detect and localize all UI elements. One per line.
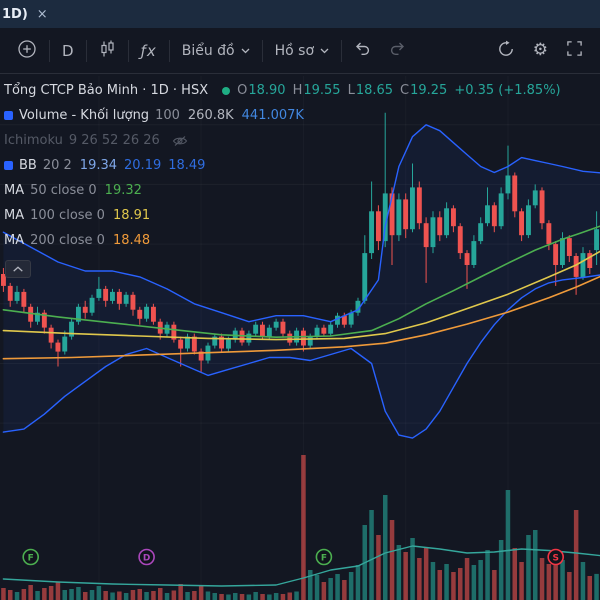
- bb-swatch-icon: [4, 161, 13, 170]
- symbol-legend-row[interactable]: Tổng CTCP Bảo Minh · 1D · HSX O 18.90 H …: [4, 78, 561, 103]
- bb-lower-value: 18.49: [168, 158, 205, 173]
- chevron-down-icon: [241, 48, 250, 54]
- toolbar-divider: [169, 40, 170, 62]
- chevron-up-icon: [12, 265, 24, 273]
- chart-toolbar: D ƒx Biểu đồ Hồ sơ: [0, 28, 600, 74]
- redo-icon: [389, 41, 406, 60]
- undo-icon: [354, 41, 371, 60]
- legend-row-volume[interactable]: Volume - Khối lượng 100 260.8K 441.007K: [4, 103, 561, 128]
- symbol-title[interactable]: Tổng CTCP Bảo Minh · 1D · HSX: [4, 83, 208, 98]
- ichimoku-params: 9 26 52 26 26: [69, 133, 160, 148]
- interval-button[interactable]: D: [53, 35, 83, 67]
- volume-param: 100: [155, 108, 180, 123]
- chevron-down-icon: [320, 48, 329, 54]
- change-value: +0.35 (+1.85%): [454, 83, 560, 98]
- redo-button[interactable]: [380, 35, 415, 67]
- svg-text:S: S: [552, 554, 558, 564]
- close-label: C: [400, 83, 409, 98]
- candlestick-icon: [99, 40, 116, 62]
- toolbar-divider: [86, 40, 87, 62]
- toolbar-divider: [49, 40, 50, 62]
- ma50-value: 19.32: [105, 183, 142, 198]
- legend-row-ichimoku[interactable]: Ichimoku 9 26 52 26 26: [4, 128, 561, 153]
- legend-row-ma100[interactable]: MA 100 close 0 18.91: [4, 203, 561, 228]
- low-label: L: [348, 83, 355, 98]
- fullscreen-button[interactable]: [557, 35, 592, 67]
- gear-icon: ⚙: [533, 42, 548, 59]
- ma100-value: 18.91: [113, 208, 150, 223]
- settings-button[interactable]: ⚙: [524, 35, 557, 67]
- legend-row-bb[interactable]: BB 20 2 19.34 20.19 18.49: [4, 153, 561, 178]
- low-value: 18.65: [356, 83, 393, 98]
- toolbar-divider: [262, 40, 263, 62]
- bb-upper-value: 20.19: [124, 158, 161, 173]
- svg-text:F: F: [321, 554, 327, 564]
- chart-legend: Tổng CTCP Bảo Minh · 1D · HSX O 18.90 H …: [4, 78, 561, 253]
- ma50-name: MA: [4, 183, 24, 198]
- high-label: H: [293, 83, 303, 98]
- ma50-params: 50 close 0: [30, 183, 97, 198]
- ichimoku-name: Ichimoku: [4, 133, 63, 148]
- eye-off-icon[interactable]: [172, 135, 188, 147]
- profile-button[interactable]: Hồ sơ: [266, 35, 338, 67]
- svg-text:D: D: [143, 554, 150, 564]
- plus-circle-icon: [17, 39, 37, 63]
- open-value: 18.90: [248, 83, 285, 98]
- volume-ma-value: 441.007K: [242, 108, 304, 123]
- replay-icon: [497, 40, 515, 62]
- ma100-name: MA: [4, 208, 24, 223]
- market-status-dot: [222, 87, 230, 95]
- chart-type-button[interactable]: [90, 35, 125, 67]
- toolbar-divider: [128, 40, 129, 62]
- profile-label: Hồ sơ: [275, 43, 314, 59]
- toolbar-divider: [341, 40, 342, 62]
- tab-close-icon[interactable]: ×: [37, 7, 48, 22]
- bb-name: BB: [19, 158, 37, 173]
- bb-basis-value: 19.34: [80, 158, 117, 173]
- trading-app: F D F S 1D) × D ƒx Biểu đồ Hồ sơ: [0, 0, 600, 600]
- add-symbol-button[interactable]: [8, 35, 46, 67]
- ma200-params: 200 close 0: [30, 233, 105, 248]
- templates-label: Biểu đồ: [182, 43, 235, 59]
- chart-tab[interactable]: 1D): [2, 7, 28, 22]
- bar-replay-button[interactable]: [488, 35, 524, 67]
- ma100-params: 100 close 0: [30, 208, 105, 223]
- close-value: 19.25: [410, 83, 447, 98]
- undo-button[interactable]: [345, 35, 380, 67]
- volume-value: 260.8K: [188, 108, 234, 123]
- ma200-name: MA: [4, 233, 24, 248]
- volume-swatch-icon: [4, 111, 13, 120]
- bb-params: 20 2: [43, 158, 72, 173]
- open-label: O: [237, 83, 247, 98]
- legend-row-ma50[interactable]: MA 50 close 0 19.32: [4, 178, 561, 203]
- fullscreen-icon: [566, 40, 583, 61]
- legend-row-ma200[interactable]: MA 200 close 0 18.48: [4, 228, 561, 253]
- ma200-value: 18.48: [113, 233, 150, 248]
- svg-text:F: F: [28, 554, 34, 564]
- high-value: 19.55: [303, 83, 340, 98]
- indicators-button[interactable]: ƒx: [132, 35, 166, 67]
- volume-name: Volume - Khối lượng: [19, 108, 149, 123]
- tab-bar: 1D) ×: [0, 0, 600, 28]
- templates-button[interactable]: Biểu đồ: [173, 35, 259, 67]
- legend-collapse-button[interactable]: [5, 260, 31, 278]
